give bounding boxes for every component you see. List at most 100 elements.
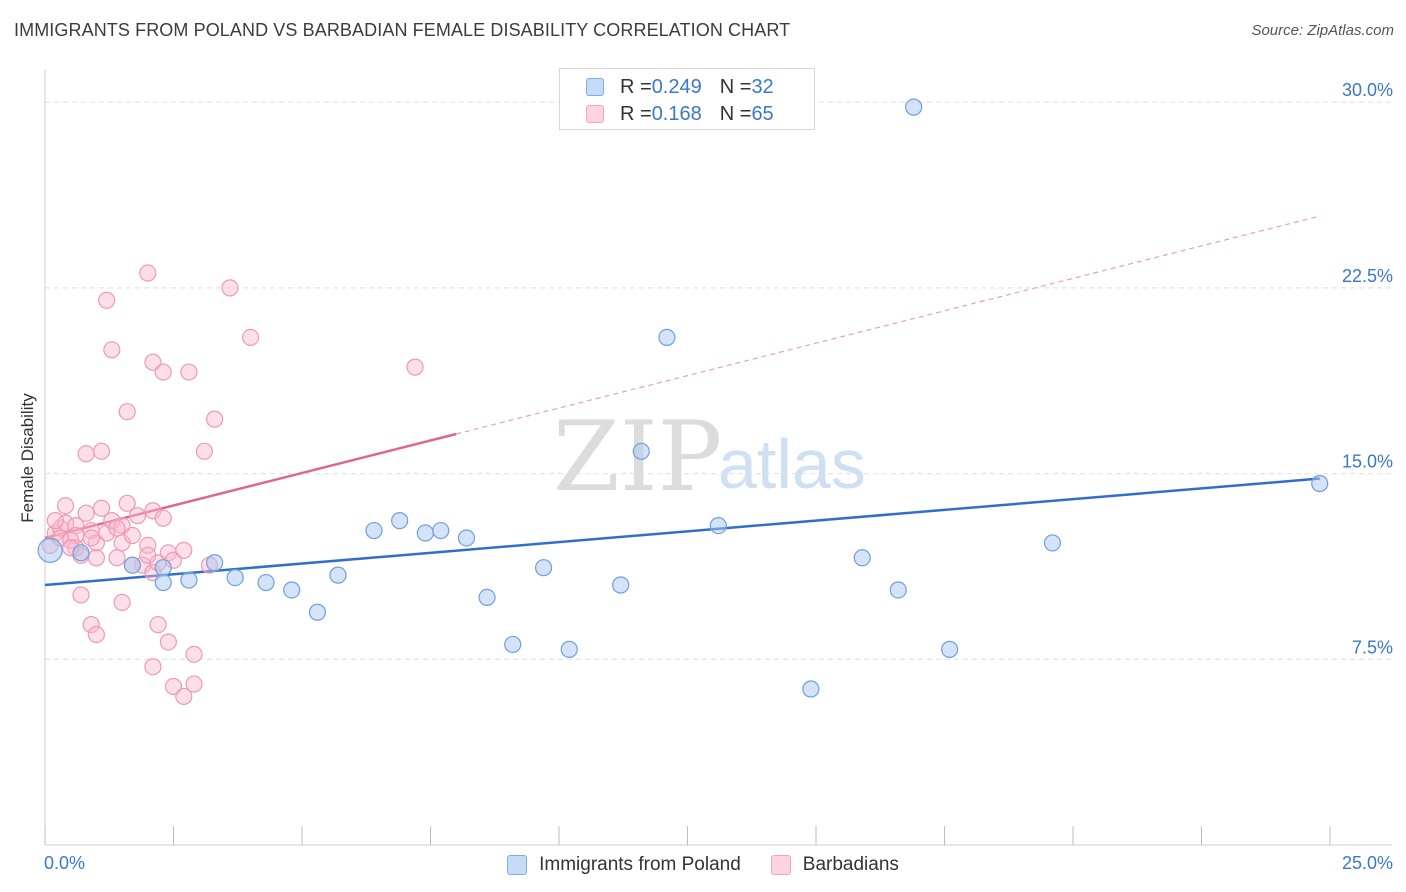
poland-point [504, 635, 522, 654]
barbadian-legend-swatch-icon [770, 855, 791, 875]
poland-point [308, 603, 327, 621]
barbadian-point [87, 534, 106, 552]
watermark-atlas: atlas [718, 425, 866, 503]
poland-point [72, 544, 90, 562]
poland-trend-line [44, 477, 1320, 587]
barbadian-point [67, 516, 85, 535]
x-tick-label-max: 25.0% [1342, 853, 1393, 873]
legend-label-barbadian: Barbadians [802, 854, 899, 875]
barbadian-point [113, 593, 131, 611]
poland-point [123, 556, 141, 574]
poland-point [534, 559, 553, 577]
series-legend: Immigrants from Poland Barbadians [0, 851, 1406, 879]
barbadian-point [221, 279, 239, 297]
barbadian-point [139, 264, 157, 282]
poland-point [391, 512, 409, 530]
barbadian-point [154, 509, 172, 527]
barbadian-point [98, 291, 116, 309]
barbadian-point [175, 687, 193, 706]
barbadian-point [72, 586, 90, 604]
barbadian-point [46, 512, 64, 530]
poland-point [206, 554, 224, 572]
barbadian-point [56, 497, 75, 515]
barbadian-point [406, 358, 424, 376]
barbadian-point [175, 541, 193, 559]
axes [44, 70, 1392, 846]
barbadian-point [118, 494, 136, 512]
barbadian-n-value: 65 [751, 102, 774, 125]
barbadian-point [180, 363, 198, 381]
barbadian-point [242, 328, 260, 347]
poland-point [226, 568, 244, 587]
x-tick-label-min: 0.0% [44, 853, 85, 873]
barbadian-point [92, 499, 111, 517]
poland-point [889, 581, 907, 599]
poland-point [37, 537, 63, 563]
poland-point [612, 576, 630, 594]
poland-point [154, 573, 172, 592]
barbadian-point [82, 616, 100, 634]
poland-point [905, 98, 923, 116]
poland-point [560, 640, 578, 658]
y-tick-label: 7.5% [1352, 637, 1393, 657]
legend-item-barbadian[interactable]: Barbadians [770, 854, 899, 876]
barbadian-point [118, 403, 136, 421]
barbadian-point [144, 353, 162, 371]
poland-point [632, 442, 650, 460]
barbadian-point [149, 616, 167, 634]
poland-point [365, 521, 383, 540]
chart-title: IMMIGRANTS FROM POLAND VS BARBADIAN FEMA… [14, 20, 791, 40]
tick-labels: 7.5% 15.0% 22.5% 30.0% 0.0% 25.0% [44, 80, 1393, 873]
barbadian-point [195, 442, 213, 460]
y-tick-label: 22.5% [1342, 266, 1393, 286]
poland-swatch-icon [586, 78, 604, 96]
poland-point [416, 524, 434, 542]
barbadian-point [128, 507, 147, 525]
poland-point [709, 516, 727, 535]
barbadian-trend-extension [456, 215, 1320, 435]
data-points [37, 98, 1329, 706]
barbadian-point [108, 549, 126, 567]
poland-point [941, 640, 959, 658]
poland-point [329, 566, 347, 584]
barbadian-point [206, 410, 224, 428]
legend-row-barbadian: R = 0.168 N = 65 [586, 101, 774, 127]
barbadian-point [185, 675, 203, 693]
barbadian-point [108, 519, 126, 537]
barbadian-point [164, 677, 183, 696]
barbadian-r-value: 0.168 [651, 102, 702, 125]
poland-point [154, 559, 172, 577]
poland-point [283, 581, 301, 599]
source-label: Source: ZipAtlas.com [1251, 22, 1394, 39]
y-tick-label: 15.0% [1342, 452, 1393, 472]
barbadian-point [139, 536, 157, 554]
y-tick-label: 30.0% [1342, 80, 1393, 100]
barbadian-point [82, 529, 100, 547]
barbadian-point [56, 514, 75, 532]
barbadian-point [159, 633, 177, 651]
poland-n-label: N = [719, 75, 752, 98]
grid-lines [45, 101, 1392, 660]
barbadian-n-label: N = [719, 102, 752, 125]
poland-r-value: 0.249 [651, 75, 702, 98]
poland-point [853, 549, 871, 567]
poland-point [1043, 534, 1062, 552]
barbadian-r-label: R = [620, 102, 652, 125]
legend-row-poland: R = 0.249 N = 32 [586, 74, 774, 100]
poland-point [457, 529, 476, 547]
barbadian-point [87, 549, 106, 567]
legend-item-poland[interactable]: Immigrants from Poland [507, 854, 741, 876]
correlation-legend: R = 0.249 N = 32 R = 0.168 N = 65 [559, 68, 815, 130]
barbadian-point [144, 658, 162, 676]
barbadian-swatch-icon [586, 105, 604, 123]
barbadian-point [103, 341, 121, 359]
barbadian-point [77, 504, 95, 522]
poland-point [802, 680, 820, 698]
barbadian-point [123, 526, 141, 545]
poland-point [658, 328, 676, 347]
poland-point [1311, 474, 1329, 493]
watermark: ZIP atlas [553, 401, 866, 513]
poland-point [478, 588, 496, 606]
poland-n-value: 32 [751, 75, 774, 98]
